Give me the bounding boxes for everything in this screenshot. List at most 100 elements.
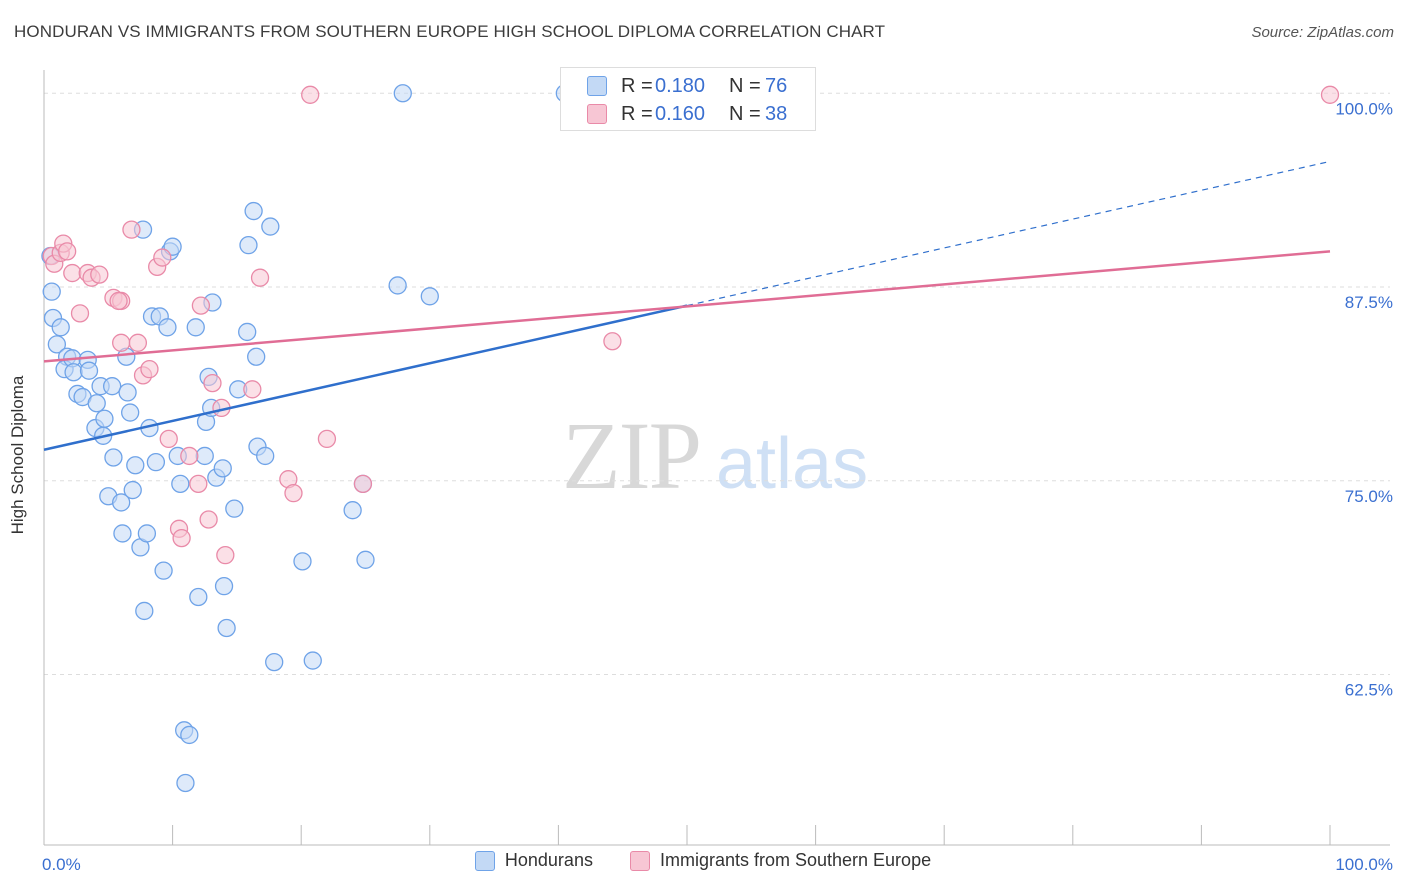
y-tick-label: 62.5% [1345, 681, 1393, 700]
point-hondurans [154, 561, 173, 580]
legend-swatch-hondurans [474, 850, 495, 871]
stats-r-value-hondurans: 0.180 [655, 74, 706, 97]
stats-n-label: N = [729, 102, 761, 125]
point-hondurans [225, 499, 244, 518]
point-hondurans [256, 446, 275, 466]
point-southern-europe [603, 332, 622, 351]
point-southern-europe [180, 446, 199, 466]
point-hondurans [261, 217, 280, 236]
watermark-atlas: atlas [716, 424, 868, 504]
trendline-hondurans [43, 304, 688, 451]
point-hondurans [393, 84, 412, 103]
point-hondurans [239, 235, 258, 255]
point-hondurans [126, 456, 145, 475]
x-tick-label-max: 100.0% [1335, 855, 1393, 874]
point-hondurans [214, 577, 234, 596]
stats-n-value-hondurans: 76 [765, 74, 788, 97]
trendline-hondurans-extrapolated [686, 160, 1331, 307]
stats-swatch-southern-europe [587, 104, 607, 124]
point-southern-europe [353, 474, 373, 494]
legend-swatch-southern-europe [629, 850, 650, 871]
point-hondurans [47, 335, 67, 354]
point-hondurans [123, 480, 142, 500]
point-southern-europe [140, 359, 159, 379]
stats-legend: R = 0.180 N = 76 R = 0.160 N = 38 [560, 67, 816, 131]
point-hondurans [388, 276, 407, 295]
point-hondurans [303, 651, 322, 670]
point-hondurans [420, 287, 439, 306]
point-hondurans [217, 618, 236, 638]
point-hondurans [189, 587, 208, 607]
x-tick-label-min: 0.0% [42, 855, 81, 874]
legend-label-southern-europe: Immigrants from Southern Europe [659, 850, 932, 870]
point-hondurans [113, 524, 132, 543]
point-hondurans [343, 501, 362, 520]
point-hondurans [176, 773, 195, 793]
point-southern-europe [203, 373, 222, 393]
legend-label-hondurans: Hondurans [504, 850, 593, 870]
point-hondurans [112, 493, 131, 512]
point-hondurans [104, 448, 123, 467]
point-hondurans [87, 394, 106, 413]
watermark-zip: ZIP [562, 402, 700, 509]
point-southern-europe [1320, 85, 1340, 104]
stats-n-value-southern-europe: 38 [765, 102, 788, 125]
point-hondurans [180, 725, 199, 745]
point-hondurans [186, 318, 205, 337]
point-hondurans [137, 524, 157, 543]
point-hondurans [158, 318, 177, 337]
legend-item-hondurans: Hondurans [474, 850, 593, 871]
point-hondurans [42, 282, 61, 301]
point-hondurans [293, 552, 312, 571]
stats-n-label: N = [729, 74, 761, 97]
point-hondurans [135, 601, 154, 621]
point-southern-europe [128, 333, 148, 352]
point-hondurans [244, 201, 263, 221]
point-hondurans [64, 363, 83, 382]
point-southern-europe [172, 528, 191, 548]
point-hondurans [195, 446, 214, 466]
chart-title: HONDURAN VS IMMIGRANTS FROM SOUTHERN EUR… [14, 22, 886, 41]
point-southern-europe [199, 510, 218, 529]
point-southern-europe [122, 220, 141, 239]
point-hondurans [265, 652, 284, 672]
point-hondurans [247, 347, 266, 366]
point-southern-europe [112, 333, 131, 352]
point-hondurans [356, 550, 375, 569]
point-southern-europe [57, 242, 77, 261]
point-hondurans [51, 318, 70, 337]
point-southern-europe [70, 304, 90, 323]
point-hondurans [121, 403, 140, 422]
point-southern-europe [153, 248, 172, 267]
y-tick-label: 87.5% [1345, 293, 1393, 312]
point-hondurans [118, 383, 137, 402]
point-southern-europe [63, 263, 82, 283]
point-hondurans [238, 322, 257, 342]
point-southern-europe [284, 483, 303, 503]
point-southern-europe [301, 85, 320, 104]
point-southern-europe [250, 268, 270, 287]
point-southern-europe [191, 296, 211, 315]
stats-r-label: R = [621, 102, 653, 125]
point-hondurans [103, 377, 122, 396]
point-southern-europe [109, 291, 128, 311]
point-southern-europe [189, 474, 208, 494]
point-southern-europe [317, 429, 337, 449]
point-hondurans [95, 409, 114, 428]
point-southern-europe [159, 429, 178, 449]
bottom-legend: Hondurans Immigrants from Southern Europ… [0, 850, 1406, 876]
point-southern-europe [90, 265, 109, 284]
legend-item-southern-europe: Immigrants from Southern Europe [629, 850, 932, 871]
point-hondurans [146, 452, 166, 472]
point-hondurans [213, 459, 232, 478]
stats-swatch-hondurans [587, 76, 607, 96]
y-tick-label: 100.0% [1335, 99, 1393, 118]
y-tick-label: 75.0% [1345, 487, 1393, 506]
stats-r-label: R = [621, 74, 653, 97]
point-hondurans [79, 361, 99, 380]
point-southern-europe [216, 546, 235, 565]
trendline-southern-europe [43, 250, 1331, 363]
source-label: Source: ZipAtlas.com [1251, 24, 1394, 41]
point-southern-europe [243, 380, 262, 399]
